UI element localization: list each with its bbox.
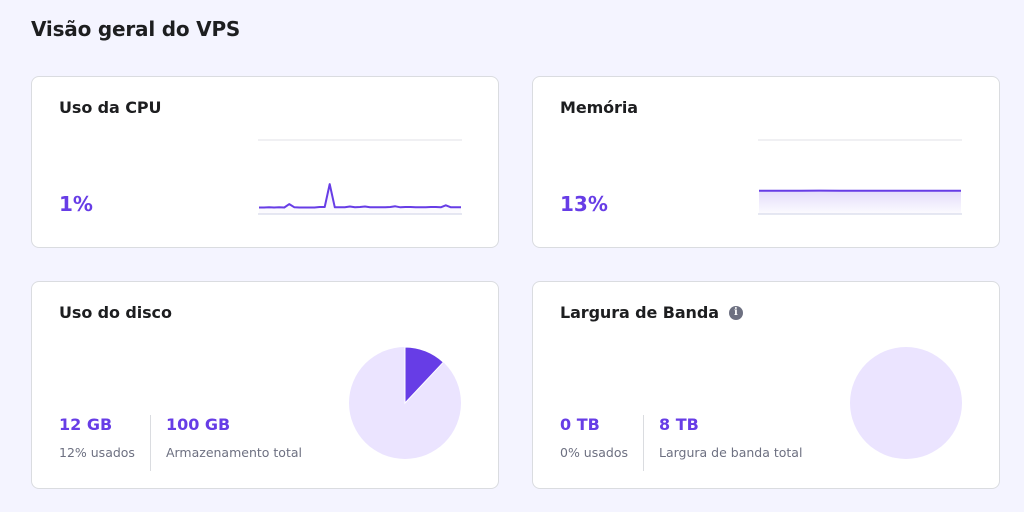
- bandwidth-total-stat: 8 TB Largura de banda total: [659, 415, 802, 471]
- bandwidth-total-label: Largura de banda total: [659, 445, 803, 460]
- memory-usage-card: Memória 13%: [532, 76, 1000, 248]
- memory-value: 13%: [560, 192, 608, 216]
- disk-pie-chart: [349, 346, 461, 459]
- bandwidth-card: Largura de Banda i 0 TB 0% usados 8 TB L…: [532, 281, 1000, 489]
- disk-total-label: Armazenamento total: [165, 445, 302, 460]
- cpu-title-text: Uso da CPU: [59, 98, 162, 117]
- stat-divider: [149, 415, 151, 471]
- bandwidth-used-stat: 0 TB 0% usados: [560, 415, 628, 471]
- cpu-card-title: Uso da CPU: [59, 98, 161, 117]
- memory-title-text: Memória: [560, 98, 638, 117]
- cpu-line-chart: [258, 139, 462, 215]
- disk-used-value: 12 GB: [59, 415, 113, 434]
- bandwidth-stats: 0 TB 0% usados 8 TB Largura de banda tot…: [560, 415, 802, 471]
- disk-used-stat: 12 GB 12% usados: [59, 415, 135, 471]
- cpu-usage-card: Uso da CPU 1%: [31, 76, 499, 248]
- disk-used-label: 12% usados: [59, 445, 135, 460]
- cpu-value: 1%: [59, 192, 93, 216]
- page-title: Visão geral do VPS: [31, 17, 241, 41]
- bandwidth-total-value: 8 TB: [659, 415, 699, 434]
- info-icon[interactable]: i: [728, 305, 743, 320]
- disk-card-title: Uso do disco: [59, 303, 172, 322]
- bandwidth-used-label: 0% usados: [560, 445, 628, 460]
- disk-usage-card: Uso do disco 12 GB 12% usados 100 GB Arm…: [31, 281, 499, 489]
- bandwidth-title-text: Largura de Banda: [560, 303, 719, 322]
- disk-title-text: Uso do disco: [59, 303, 172, 322]
- bandwidth-pie-chart: [850, 347, 962, 459]
- bandwidth-used-value: 0 TB: [560, 415, 600, 434]
- disk-total-value: 100 GB: [165, 415, 231, 434]
- memory-area-chart: [758, 139, 962, 215]
- bandwidth-card-title: Largura de Banda i: [560, 303, 743, 322]
- disk-total-stat: 100 GB Armazenamento total: [166, 415, 302, 471]
- stat-divider: [643, 415, 644, 471]
- memory-card-title: Memória: [560, 98, 638, 117]
- disk-stats: 12 GB 12% usados 100 GB Armazenamento to…: [59, 415, 302, 471]
